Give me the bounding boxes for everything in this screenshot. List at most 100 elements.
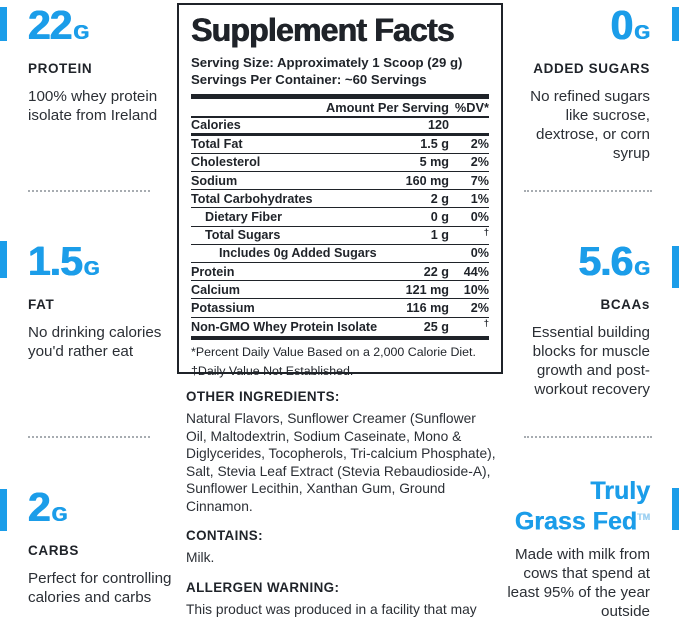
- nutrient-name: Dietary Fiber: [205, 210, 282, 225]
- nutrient-dv: †: [483, 318, 489, 330]
- callout-description: Essential building blocks for muscle gro…: [531, 324, 650, 398]
- callout-description: No refined sugars like sucrose, dextrose…: [530, 88, 650, 162]
- amount-column-header: Amount Per Serving: [325, 99, 449, 115]
- nutrient-dv: 2%: [470, 137, 489, 152]
- callout-unit: G: [73, 22, 90, 44]
- serving-size: Serving Size: Approximately 1 Scoop (29 …: [191, 55, 463, 70]
- ingredients-section: OTHER INGREDIENTS: Natural Flavors, Sunf…: [186, 389, 498, 617]
- callout-unit: G: [634, 258, 650, 280]
- dv-column-header: %DV*: [454, 99, 489, 115]
- nutrient-row: Non-GMO Whey Protein Isolate 25 g †: [191, 318, 489, 336]
- callout-number: 1.5: [28, 238, 83, 284]
- nutrient-amount: 116 mg: [406, 300, 449, 315]
- contains-text: Milk.: [186, 550, 215, 565]
- dotted-divider: [524, 190, 652, 192]
- nutrient-amount: 0 g: [430, 210, 449, 225]
- callout-label: ADDED SUGARS: [533, 61, 650, 76]
- callout-bcaas: 5.6 G BCAAs Essential building blocks for…: [498, 238, 650, 399]
- nutrient-amount: 1.5 g: [420, 137, 449, 152]
- callout-label: BCAAs: [600, 297, 650, 312]
- nutrient-name: Calcium: [191, 282, 240, 297]
- footnote-not-established: †Daily Value Not Established.: [191, 363, 354, 378]
- nutrient-row: Cholesterol 5 mg 2%: [191, 154, 489, 173]
- nutrient-amount: 5 mg: [419, 155, 449, 170]
- allergen-warning-text: This product was produced in a facility …: [186, 601, 477, 617]
- nutrient-amount: 2 g: [430, 191, 449, 206]
- nutrient-row: Total Carbohydrates 2 g 1%: [191, 190, 489, 209]
- accent-bar: [672, 246, 679, 288]
- other-ingredients-text: Natural Flavors, Sunflower Creamer (Sunf…: [186, 411, 496, 514]
- table-header-row: Amount Per Serving %DV*: [191, 99, 489, 118]
- nutrient-name: Calories: [191, 118, 241, 133]
- grass-fed-title: Truly Grass FedTM: [492, 478, 650, 534]
- accent-bar: [672, 7, 679, 41]
- nutrient-row: Dietary Fiber 0 g 0%: [191, 208, 489, 227]
- callout-value: 5.6 G: [498, 238, 650, 292]
- supplement-facts-panel: Supplement Facts Serving Size: Approxima…: [177, 3, 503, 378]
- nutrient-dv: †: [483, 226, 489, 238]
- nutrient-amount: 25 g: [423, 319, 449, 334]
- grass-fed-line2: Grass Fed: [514, 507, 637, 536]
- nutrient-amount: 160 mg: [405, 173, 449, 188]
- nutrient-amount: 121 mg: [405, 282, 449, 297]
- nutrient-dv: 0%: [470, 246, 489, 261]
- callout-description: Perfect for controlling calories and car…: [28, 570, 172, 606]
- servings-per-container: Servings Per Container: ~60 Servings: [191, 71, 427, 87]
- callout-unit: G: [634, 22, 650, 44]
- grass-fed-line1: Truly: [590, 477, 650, 505]
- nutrient-amount: 1 g: [430, 228, 449, 243]
- nutrient-name: Total Sugars: [205, 228, 281, 243]
- nutrient-row: Calories 120: [191, 118, 489, 136]
- nutrition-rows: Calories 120 Total Fat 1.5 g 2% Cholesterol 5 …: [191, 118, 489, 336]
- nutrient-dv: 7%: [470, 173, 489, 188]
- nutrient-name: Cholesterol: [191, 155, 261, 170]
- callout-value: 1.5 G: [28, 238, 168, 292]
- nutrient-amount: 120: [427, 118, 449, 133]
- callout-truly-grass-fed: Truly Grass FedTM Made with milk from cow…: [492, 478, 650, 617]
- callout-description: Made with milk from cows that spend at l…: [507, 546, 650, 617]
- callout-fat: 1.5 G FAT No drinking calories you'd rath…: [28, 238, 168, 361]
- nutrient-dv: 0%: [470, 210, 489, 225]
- nutrient-row: Protein 22 g 44%: [191, 263, 489, 282]
- nutrient-row: Total Sugars 1 g †: [191, 227, 489, 245]
- other-ingredients-heading: OTHER INGREDIENTS:: [186, 389, 340, 404]
- nutrient-name: Sodium: [191, 173, 238, 188]
- nutrient-name: Potassium: [191, 300, 255, 315]
- nutrient-dv: 2%: [470, 155, 489, 170]
- nutrient-name: Protein: [191, 264, 235, 279]
- nutrient-name: Non-GMO Whey Protein Isolate: [191, 319, 378, 334]
- nutrient-dv: 2%: [470, 300, 489, 315]
- callout-unit: G: [51, 504, 68, 526]
- callout-number: 0: [610, 2, 634, 48]
- dotted-divider: [28, 436, 150, 438]
- dotted-divider: [524, 436, 652, 438]
- thick-rule: [191, 94, 489, 99]
- nutrient-row: Potassium 116 mg 2%: [191, 299, 489, 318]
- nutrient-dv: 44%: [463, 264, 489, 279]
- callout-description: 100% whey protein isolate from Ireland: [28, 88, 158, 124]
- callout-number: 22: [28, 2, 73, 48]
- panel-title: Supplement Facts: [191, 12, 455, 48]
- nutrient-row: Sodium 160 mg 7%: [191, 172, 489, 191]
- nutrient-name: Includes 0g Added Sugars: [219, 246, 377, 261]
- callout-description: No drinking calories you'd rather eat: [28, 324, 162, 360]
- accent-bar: [0, 489, 7, 531]
- callout-label: CARBS: [28, 543, 80, 558]
- nutrient-name: Total Carbohydrates: [191, 191, 313, 206]
- nutrient-row: Total Fat 1.5 g 2%: [191, 136, 489, 154]
- nutrient-name: Total Fat: [191, 137, 243, 152]
- nutrient-dv: 1%: [470, 191, 489, 206]
- nutrient-row: Includes 0g Added Sugars 0%: [191, 245, 489, 263]
- nutrient-row: Calcium 121 mg 10%: [191, 281, 489, 300]
- callout-protein: 22 G PROTEIN 100% whey protein isolate fr…: [28, 2, 168, 125]
- callout-label: FAT: [28, 297, 55, 312]
- nutrient-dv: 10%: [463, 282, 489, 297]
- accent-bar: [0, 7, 7, 41]
- accent-bar: [0, 241, 7, 278]
- thick-rule: [191, 335, 489, 341]
